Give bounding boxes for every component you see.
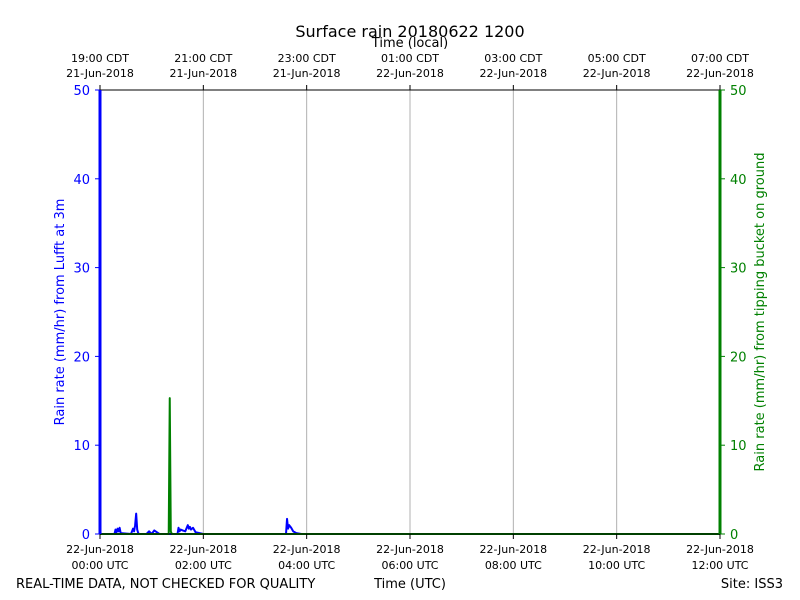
left-tick-label: 0: [82, 528, 90, 543]
top-tick-label-date: 21-Jun-2018: [66, 67, 134, 80]
bottom-axis-label: Time (UTC): [373, 577, 446, 592]
top-tick-label-date: 22-Jun-2018: [686, 67, 754, 80]
ticks-layer: 0 10 20 30 40 50 0 10 20 30 40 50 22-Jun-2018 00:00 U…: [66, 52, 754, 572]
footer-quality-note: REAL-TIME DATA, NOT CHECKED FOR QUALITY: [16, 577, 315, 592]
right-tick-label: 20: [730, 350, 747, 365]
bottom-tick-label-date: 22-Jun-2018: [583, 543, 651, 556]
bottom-tick-label-time: 00:00 UTC: [71, 559, 128, 572]
top-tick-label-date: 22-Jun-2018: [583, 67, 651, 80]
left-tick-label: 50: [73, 84, 90, 99]
top-tick-label-time: 23:00 CDT: [278, 52, 336, 65]
top-tick-label-date: 22-Jun-2018: [479, 67, 547, 80]
bottom-tick-label-date: 22-Jun-2018: [169, 543, 237, 556]
top-tick-label-date: 21-Jun-2018: [273, 67, 341, 80]
bottom-tick-label-time: 12:00 UTC: [691, 559, 748, 572]
bottom-tick-label-time: 04:00 UTC: [278, 559, 335, 572]
bottom-tick-label-date: 22-Jun-2018: [376, 543, 444, 556]
top-tick-label-time: 19:00 CDT: [71, 52, 129, 65]
bottom-tick-label-date: 22-Jun-2018: [273, 543, 341, 556]
chart-title: Surface rain 20180622 1200: [295, 22, 524, 41]
footer-site: Site: ISS3: [721, 577, 783, 592]
right-tick-label: 0: [730, 528, 738, 543]
bottom-tick-label-date: 22-Jun-2018: [686, 543, 754, 556]
left-tick-label: 20: [73, 350, 90, 365]
left-tick-label: 10: [73, 439, 90, 454]
left-tick-label: 40: [73, 173, 90, 188]
bottom-tick-label-date: 22-Jun-2018: [66, 543, 134, 556]
grid-layer: [202, 90, 618, 534]
top-tick-label-time: 05:00 CDT: [588, 52, 646, 65]
bottom-tick-label-time: 10:00 UTC: [588, 559, 645, 572]
bottom-tick-label-time: 06:00 UTC: [381, 559, 438, 572]
top-tick-label-time: 07:00 CDT: [691, 52, 749, 65]
right-tick-label: 30: [730, 262, 747, 277]
bottom-tick-label-time: 02:00 UTC: [175, 559, 232, 572]
top-tick-label-time: 03:00 CDT: [484, 52, 542, 65]
left-y-axis-label: Rain rate (mm/hr) from Lufft at 3m: [53, 199, 68, 426]
bottom-tick-label-time: 08:00 UTC: [485, 559, 542, 572]
right-tick-label: 40: [730, 173, 747, 188]
top-tick-label-date: 21-Jun-2018: [169, 67, 237, 80]
top-tick-label-time: 21:00 CDT: [174, 52, 232, 65]
right-tick-label: 50: [730, 84, 747, 99]
top-tick-label-time: 01:00 CDT: [381, 52, 439, 65]
top-axis-label: Time (local): [371, 36, 448, 51]
right-tick-label: 10: [730, 439, 747, 454]
bottom-tick-label-date: 22-Jun-2018: [479, 543, 547, 556]
left-tick-label: 30: [73, 262, 90, 277]
top-tick-label-date: 22-Jun-2018: [376, 67, 444, 80]
right-y-axis-label: Rain rate (mm/hr) from tipping bucket on…: [753, 153, 768, 472]
